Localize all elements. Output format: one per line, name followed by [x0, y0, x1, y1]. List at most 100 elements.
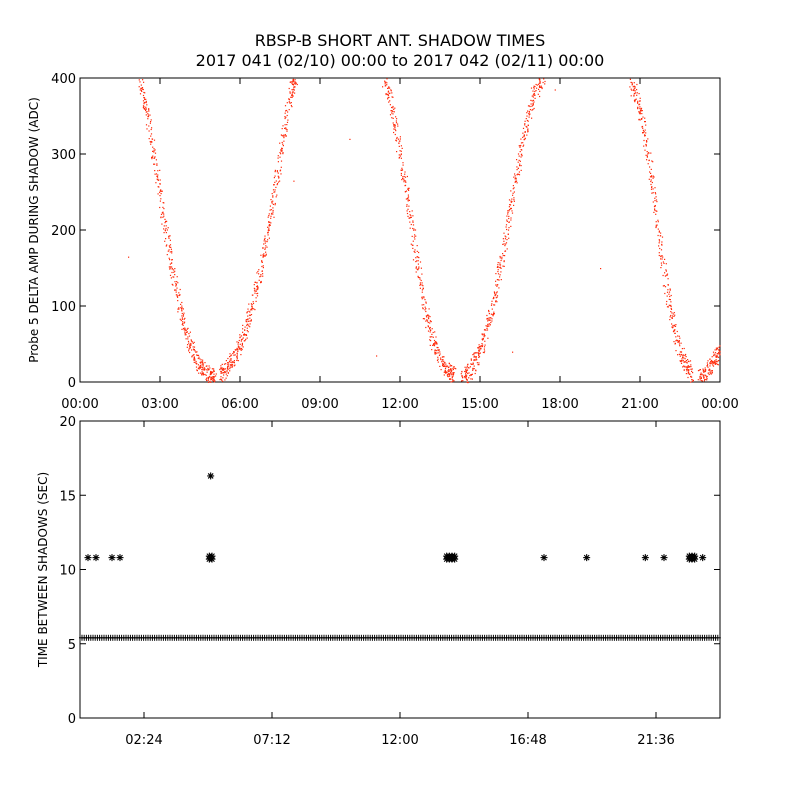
data-point — [522, 132, 524, 134]
data-point — [394, 133, 396, 136]
data-point — [515, 177, 517, 179]
data-point — [663, 262, 665, 264]
data-point — [645, 143, 647, 146]
data-point — [213, 369, 215, 371]
data-point — [258, 269, 260, 271]
data-point — [661, 236, 664, 238]
data-point — [633, 95, 635, 97]
data-point — [514, 175, 516, 177]
data-point — [667, 306, 669, 308]
data-point — [393, 124, 395, 126]
data-point — [193, 349, 195, 351]
data-point — [172, 269, 175, 271]
data-point — [645, 124, 647, 126]
data-point — [238, 339, 240, 342]
data-point — [276, 183, 279, 185]
data-point — [404, 191, 407, 193]
data-point — [507, 211, 509, 214]
data-point — [498, 287, 500, 289]
data-point — [281, 128, 283, 130]
data-point — [389, 87, 391, 89]
data-point — [189, 343, 191, 346]
data-point — [210, 372, 212, 374]
data-point — [645, 132, 647, 134]
data-point — [653, 176, 655, 178]
data-point — [160, 193, 162, 195]
data-point — [483, 352, 485, 354]
data-point — [484, 340, 486, 342]
data-point — [245, 338, 247, 340]
data-point — [226, 370, 228, 372]
data-point — [506, 248, 508, 250]
data-point — [449, 374, 451, 376]
data-point — [509, 204, 511, 206]
data-point — [169, 263, 171, 265]
data-point — [425, 326, 427, 329]
data-point — [636, 92, 638, 94]
data-point — [432, 344, 435, 346]
data-point — [152, 155, 154, 157]
data-point — [165, 227, 167, 230]
data-point — [443, 356, 445, 358]
data-point — [412, 227, 414, 230]
data-point — [199, 358, 201, 360]
data-point — [244, 334, 246, 336]
data-point — [419, 284, 421, 286]
data-point — [285, 135, 287, 137]
data-point — [236, 348, 238, 350]
data-point — [230, 364, 233, 366]
data-point — [718, 351, 720, 353]
data-point — [519, 151, 521, 153]
data-point — [187, 336, 189, 338]
data-point — [448, 362, 450, 365]
asterisk-stroke — [207, 473, 214, 479]
data-point — [429, 320, 431, 322]
data-point — [293, 87, 295, 89]
data-point — [510, 225, 512, 227]
data-point — [172, 284, 174, 286]
data-point — [195, 362, 197, 364]
data-point — [713, 361, 715, 363]
data-point — [675, 350, 677, 352]
data-point — [207, 367, 209, 369]
data-point — [661, 264, 663, 266]
data-point — [478, 349, 480, 351]
data-point — [283, 135, 285, 137]
data-point — [639, 111, 641, 113]
data-point — [215, 373, 217, 375]
data-point — [642, 132, 644, 134]
data-point — [201, 371, 203, 373]
data-point — [418, 251, 420, 254]
data-point — [690, 366, 692, 368]
data-point — [527, 120, 529, 122]
data-point — [140, 84, 142, 86]
data-point — [445, 365, 448, 367]
data-point — [397, 125, 399, 127]
data-point — [284, 112, 286, 114]
data-point — [437, 356, 439, 358]
data-point — [524, 120, 526, 122]
data-point — [148, 138, 150, 140]
data-point — [175, 289, 177, 291]
data-point — [268, 227, 270, 229]
asterisk-stroke — [85, 554, 91, 561]
data-point — [631, 89, 633, 91]
data-point — [419, 278, 421, 280]
data-point — [421, 291, 423, 293]
data-point — [386, 93, 388, 95]
data-point — [474, 359, 476, 361]
data-point — [213, 380, 215, 382]
data-point — [148, 130, 150, 132]
x-tick-label: 06:00 — [221, 397, 258, 412]
data-point — [444, 370, 446, 372]
data-point — [202, 362, 204, 364]
data-point — [237, 349, 239, 351]
data-point — [674, 314, 676, 316]
data-point — [177, 311, 179, 313]
data-point — [472, 369, 474, 371]
data-point — [231, 361, 233, 363]
data-point — [293, 89, 295, 91]
data-point — [180, 319, 182, 322]
data-point — [674, 342, 676, 344]
data-point — [715, 356, 717, 358]
